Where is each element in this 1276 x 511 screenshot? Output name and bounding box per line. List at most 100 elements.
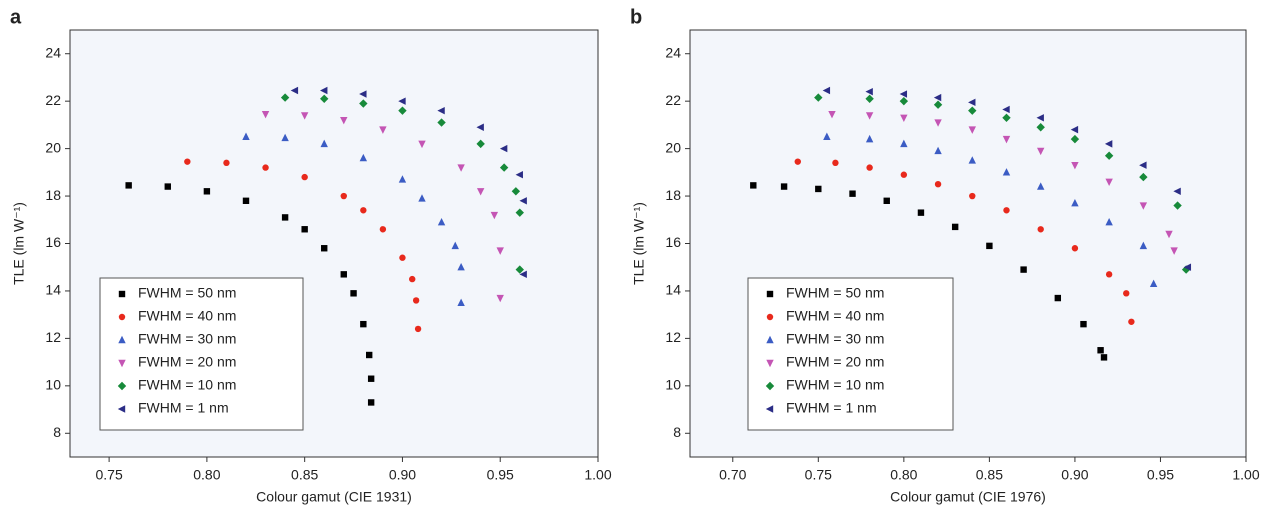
marker — [1104, 151, 1114, 160]
legend-marker — [117, 405, 126, 413]
marker — [1070, 125, 1079, 134]
marker — [1105, 271, 1113, 278]
marker — [1097, 347, 1104, 354]
marker — [968, 156, 976, 164]
marker — [865, 134, 874, 143]
series — [828, 111, 1178, 255]
x-tick-label: 0.75 — [95, 467, 122, 483]
marker — [934, 119, 942, 127]
marker — [1003, 207, 1010, 214]
marker — [281, 133, 289, 142]
marker — [934, 146, 942, 155]
marker — [1183, 263, 1192, 271]
marker — [350, 290, 357, 297]
series — [822, 86, 1192, 271]
y-tick-label: 24 — [45, 44, 61, 60]
legend-marker — [117, 381, 127, 391]
marker — [951, 223, 959, 231]
marker — [184, 158, 191, 165]
y-tick-label: 22 — [665, 92, 681, 108]
marker — [1139, 241, 1148, 250]
marker — [399, 254, 406, 261]
marker — [1149, 279, 1158, 288]
marker — [900, 114, 908, 122]
series — [823, 132, 1158, 288]
marker — [476, 139, 485, 149]
marker — [969, 192, 976, 200]
marker — [515, 208, 524, 217]
marker — [832, 159, 839, 167]
marker — [828, 111, 836, 119]
legend-marker — [766, 335, 774, 344]
marker — [437, 106, 445, 115]
y-tick-label: 8 — [673, 424, 681, 440]
marker — [379, 126, 387, 134]
marker — [900, 139, 908, 148]
marker — [900, 171, 908, 178]
marker — [866, 164, 873, 171]
y-tick-label: 16 — [45, 234, 61, 250]
x-tick-label: 0.85 — [976, 467, 1003, 483]
marker — [1037, 226, 1044, 233]
series — [184, 158, 422, 333]
legend-label: FWHM = 30 nm — [786, 331, 884, 347]
legend-box — [747, 277, 954, 431]
marker — [823, 132, 831, 140]
marker — [340, 192, 347, 200]
y-axis-label: TLE (lm W⁻¹) — [631, 202, 647, 285]
legend-marker — [766, 359, 774, 368]
marker — [986, 242, 993, 250]
marker — [398, 106, 407, 115]
series — [280, 93, 524, 274]
y-tick-label: 18 — [45, 187, 61, 203]
marker — [414, 325, 422, 333]
panel-label: b — [630, 6, 642, 28]
marker — [321, 245, 328, 252]
marker — [865, 94, 874, 103]
y-tick-label: 16 — [665, 234, 681, 250]
legend-label: FWHM = 10 nm — [786, 377, 884, 393]
marker — [1020, 266, 1027, 273]
marker — [1070, 134, 1080, 144]
x-axis-label: Colour gamut (CIE 1976) — [890, 489, 1046, 505]
marker — [519, 270, 527, 279]
marker — [794, 158, 801, 165]
marker — [418, 140, 426, 149]
marker — [515, 171, 523, 179]
marker — [865, 87, 873, 96]
marker — [849, 190, 856, 197]
marker — [359, 90, 367, 98]
y-tick-label: 18 — [665, 187, 681, 203]
legend-marker — [118, 313, 126, 321]
marker — [1036, 123, 1045, 132]
marker — [359, 99, 368, 108]
x-tick-label: 0.80 — [193, 467, 220, 483]
y-tick-label: 22 — [45, 92, 61, 108]
marker — [1080, 320, 1087, 328]
marker — [476, 188, 485, 196]
marker — [360, 320, 367, 328]
marker — [223, 159, 230, 167]
y-tick-label: 20 — [665, 139, 681, 155]
marker — [409, 275, 416, 283]
x-tick-label: 1.00 — [1232, 467, 1259, 483]
series — [242, 132, 465, 307]
legend-label: FWHM = 50 nm — [138, 285, 236, 301]
x-tick-label: 0.80 — [890, 467, 917, 483]
x-tick-label: 0.85 — [291, 467, 318, 483]
y-tick-label: 14 — [45, 282, 61, 298]
marker — [418, 194, 426, 202]
marker — [367, 399, 375, 406]
y-tick-label: 8 — [53, 424, 61, 440]
marker — [968, 98, 976, 107]
y-tick-label: 20 — [45, 139, 61, 155]
marker — [865, 112, 874, 120]
marker — [822, 86, 831, 95]
legend-marker — [118, 335, 126, 344]
marker — [242, 197, 250, 204]
marker — [1071, 198, 1079, 207]
marker — [968, 106, 977, 115]
marker — [320, 86, 328, 95]
legend-label: FWHM = 50 nm — [786, 285, 884, 301]
marker — [815, 185, 822, 193]
